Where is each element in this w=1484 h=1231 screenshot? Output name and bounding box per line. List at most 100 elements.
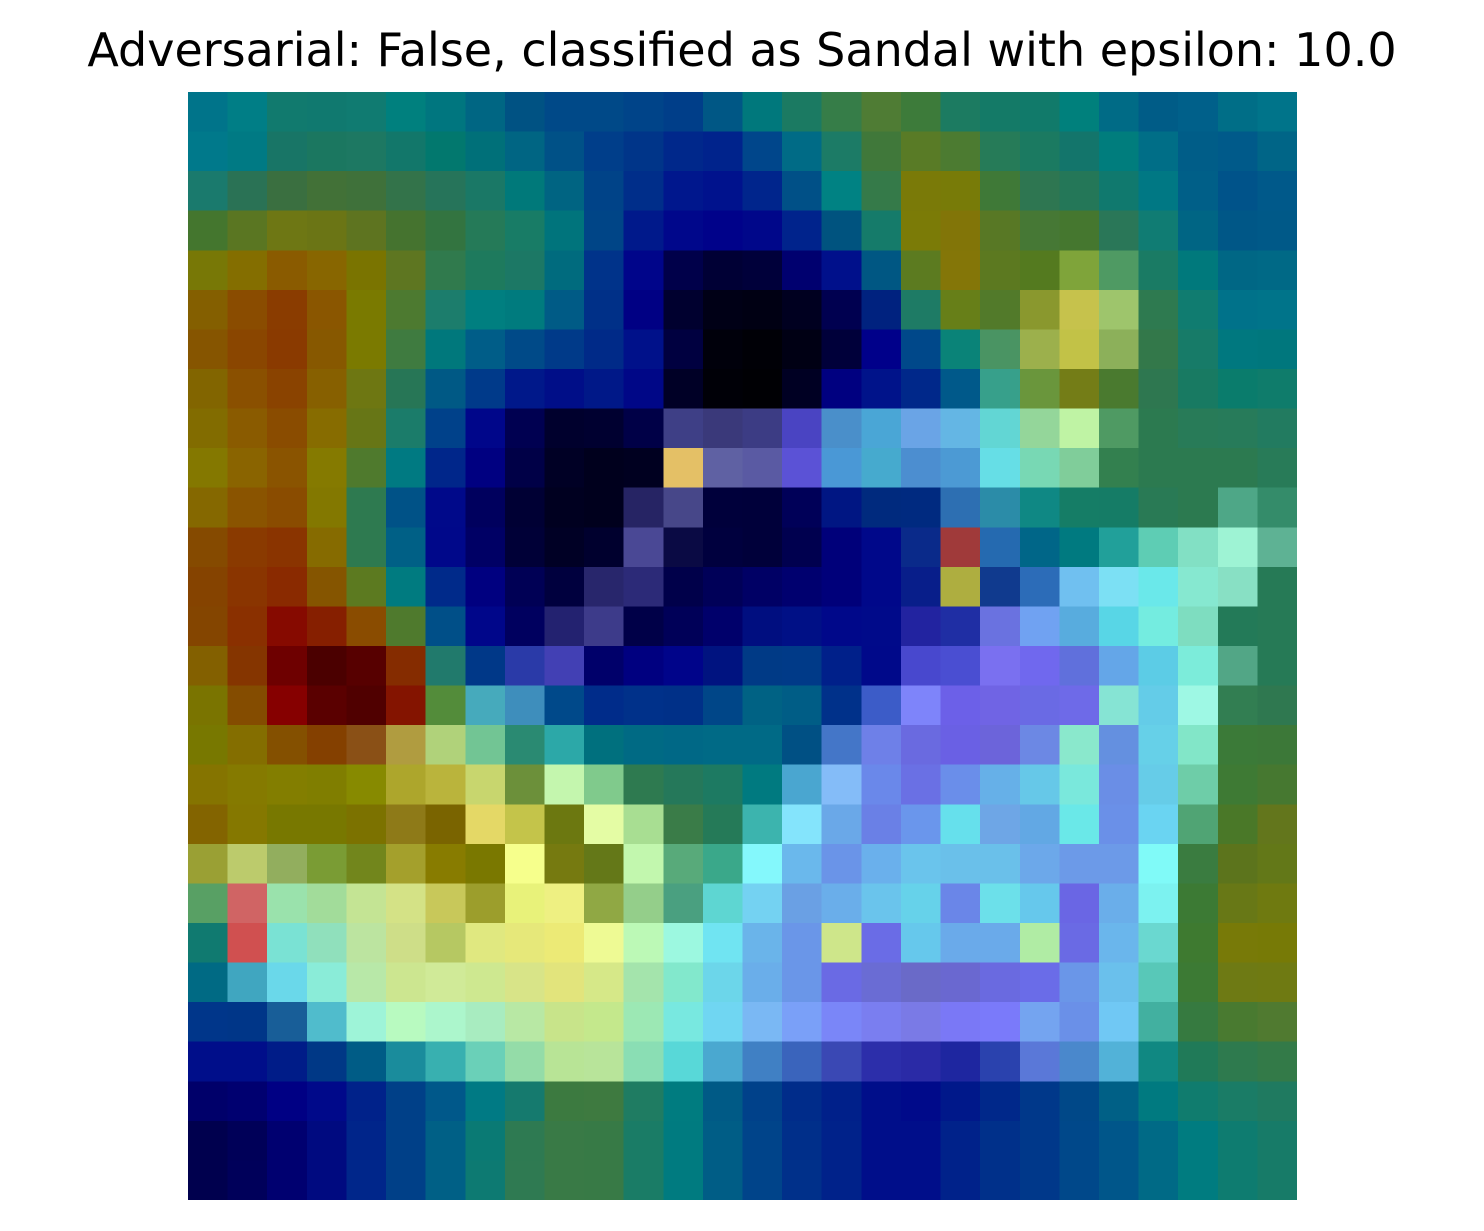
heatmap-cell [1257,1160,1297,1200]
heatmap-cell [623,923,665,964]
heatmap-cell [584,1002,625,1043]
heatmap-cell [188,210,229,252]
heatmap-cell [346,92,387,133]
heatmap-cell [1257,1041,1297,1083]
heatmap-cell [742,92,783,133]
heatmap-cell [1098,250,1140,291]
heatmap-cell [267,883,308,924]
heatmap-cell [386,606,427,647]
heatmap-cell [1257,487,1297,529]
heatmap-cell [267,646,308,687]
heatmap-cell [980,289,1021,331]
heatmap-cell [980,685,1021,726]
heatmap-cell [861,843,902,885]
heatmap-cell [1019,210,1061,252]
heatmap-cell [742,250,783,291]
heatmap-cell [663,369,704,410]
heatmap-cell [1098,448,1140,489]
heatmap-cell [1019,883,1061,924]
heatmap-cell [306,92,348,133]
heatmap-cell [1257,210,1297,252]
heatmap-cell [663,962,704,1003]
heatmap-cell [1138,725,1179,766]
heatmap-cell [980,1120,1021,1162]
heatmap-cell [386,487,427,529]
heatmap-cell [1138,962,1179,1003]
heatmap-cell [821,764,863,806]
heatmap-cell [425,1002,467,1043]
heatmap-cell [742,448,783,489]
heatmap-cell [188,329,229,370]
heatmap-cell [346,804,387,845]
heatmap-cell [742,1002,783,1043]
heatmap-cell [1257,725,1297,766]
heatmap-image [188,92,1297,1200]
heatmap-cell [742,289,783,331]
heatmap-cell [1098,843,1140,885]
heatmap-cell [782,843,823,885]
heatmap-cell [663,329,704,370]
heatmap-cell [584,527,625,568]
heatmap-cell [821,408,863,449]
heatmap-cell [940,171,981,212]
heatmap-cell [900,1041,942,1083]
heatmap-cell [1098,1002,1140,1043]
heatmap-cell [267,171,308,212]
heatmap-cell [306,646,348,687]
heatmap-cell [940,646,981,687]
heatmap-cell [1178,487,1219,529]
heatmap-cell [980,843,1021,885]
heatmap-cell [1059,1160,1100,1200]
heatmap-cell [425,131,467,172]
heatmap-cell [386,646,427,687]
heatmap-cell [504,329,546,370]
heatmap-cell [425,210,467,252]
heatmap-cell [227,606,269,647]
heatmap-cell [1098,92,1140,133]
heatmap-cell [1098,804,1140,845]
heatmap-cell [267,725,308,766]
heatmap-cell [742,725,783,766]
heatmap-cell [1217,883,1259,924]
heatmap-cell [188,487,229,529]
heatmap-cell [821,962,863,1003]
heatmap-cell [623,804,665,845]
heatmap-cell [1059,1002,1100,1043]
heatmap-cell [425,843,467,885]
heatmap-cell [346,250,387,291]
heatmap-cell [386,1081,427,1122]
heatmap-cell [1217,725,1259,766]
heatmap-cell [188,527,229,568]
heatmap-cell [663,527,704,568]
heatmap-cell [702,646,744,687]
heatmap-cell [1138,131,1179,172]
heatmap-cell [663,685,704,726]
heatmap-cell [584,131,625,172]
heatmap-cell [782,448,823,489]
heatmap-cell [504,369,546,410]
heatmap-cell [188,171,229,212]
heatmap-cell [1178,923,1219,964]
heatmap-cell [940,289,981,331]
heatmap-cell [1217,1002,1259,1043]
heatmap-cell [544,566,585,608]
heatmap-cell [584,448,625,489]
heatmap-cell [1178,725,1219,766]
heatmap-cell [425,646,467,687]
heatmap-cell [1098,1081,1140,1122]
heatmap-cell [188,1120,229,1162]
heatmap-cell [1217,843,1259,885]
heatmap-cell [702,923,744,964]
heatmap-cell [465,171,506,212]
heatmap-cell [1138,764,1179,806]
heatmap-cell [267,329,308,370]
heatmap-cell [1257,448,1297,489]
heatmap-cell [1217,646,1259,687]
heatmap-cell [227,487,269,529]
heatmap-cell [504,1160,546,1200]
heatmap-cell [267,289,308,331]
heatmap-cell [1257,408,1297,449]
heatmap-cell [1059,289,1100,331]
heatmap-cell [584,962,625,1003]
heatmap-cell [306,448,348,489]
